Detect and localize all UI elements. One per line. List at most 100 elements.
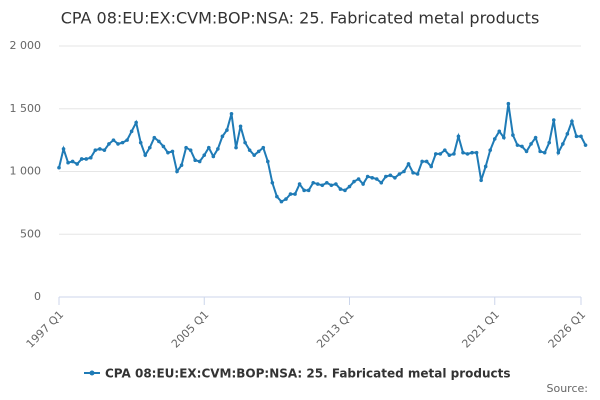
point xyxy=(279,199,284,204)
point xyxy=(438,152,443,156)
point xyxy=(297,182,302,186)
point xyxy=(325,180,329,185)
point xyxy=(388,173,393,178)
point xyxy=(533,135,538,140)
point xyxy=(370,175,375,180)
point xyxy=(229,111,234,116)
point xyxy=(293,192,297,196)
point xyxy=(420,159,424,164)
point xyxy=(561,142,565,146)
point xyxy=(252,153,256,157)
point xyxy=(216,147,220,151)
chart-title: CPA 08:EU:EX:CVM:BOP:NSA: 25. Fabricated… xyxy=(61,9,540,28)
point xyxy=(347,184,352,189)
point xyxy=(474,150,479,155)
point xyxy=(225,128,229,132)
point xyxy=(238,124,243,129)
point xyxy=(551,118,556,122)
point xyxy=(329,183,334,188)
y-tick-label: 500 xyxy=(20,227,41,240)
point xyxy=(75,162,79,166)
point xyxy=(266,159,270,164)
point xyxy=(152,135,157,140)
point xyxy=(524,149,529,154)
legend-label: CPA 08:EU:EX:CVM:BOP:NSA: 25. Fabricated… xyxy=(105,367,511,381)
point xyxy=(84,157,89,161)
point xyxy=(515,143,520,147)
point xyxy=(424,159,429,164)
point xyxy=(315,182,320,186)
point xyxy=(220,134,225,139)
point xyxy=(456,134,461,139)
point xyxy=(79,157,84,161)
point xyxy=(565,132,570,136)
point xyxy=(397,172,402,176)
y-tick-label: 1 000 xyxy=(10,165,42,178)
point xyxy=(206,145,211,150)
point xyxy=(479,178,483,183)
point xyxy=(338,187,343,191)
point xyxy=(138,140,143,145)
point xyxy=(547,140,552,145)
point xyxy=(343,188,347,193)
point xyxy=(102,148,107,152)
point xyxy=(465,152,470,156)
source: Source: xyxy=(547,382,589,395)
point xyxy=(184,145,188,150)
y-tick-label: 1 500 xyxy=(10,102,42,115)
point xyxy=(320,183,325,188)
point xyxy=(270,180,275,185)
point xyxy=(511,133,515,137)
point xyxy=(129,129,134,134)
point xyxy=(66,160,70,165)
point xyxy=(256,149,261,154)
point xyxy=(574,134,579,139)
point xyxy=(334,182,338,186)
point xyxy=(502,135,506,140)
point xyxy=(98,147,102,151)
point xyxy=(447,153,452,157)
point xyxy=(116,142,120,146)
point xyxy=(452,152,456,156)
point xyxy=(275,194,279,199)
x-tick-label: 1997 Q1 xyxy=(24,308,67,351)
point xyxy=(497,129,502,134)
point xyxy=(352,179,356,184)
point xyxy=(520,144,524,149)
point xyxy=(384,174,388,179)
point xyxy=(556,150,561,155)
point xyxy=(125,138,129,142)
point xyxy=(393,175,397,180)
point xyxy=(429,164,434,169)
point xyxy=(379,180,384,185)
point xyxy=(415,172,420,176)
point xyxy=(57,165,61,170)
point xyxy=(157,139,161,144)
point xyxy=(70,159,75,164)
point xyxy=(433,152,438,156)
point xyxy=(406,162,411,166)
point xyxy=(570,119,574,124)
point xyxy=(470,150,474,155)
x-tick-label: 2021 Q1 xyxy=(459,308,502,351)
x-tick-label: 2005 Q1 xyxy=(169,308,212,351)
point xyxy=(107,142,111,146)
point xyxy=(170,149,175,154)
point xyxy=(311,180,315,185)
point xyxy=(288,192,293,196)
point xyxy=(529,142,533,146)
point xyxy=(583,143,588,147)
point xyxy=(284,197,288,201)
point xyxy=(374,177,379,181)
point xyxy=(166,150,170,155)
point xyxy=(579,134,583,139)
point xyxy=(211,154,216,159)
point xyxy=(134,120,138,125)
point xyxy=(483,164,488,169)
point xyxy=(243,140,247,145)
point xyxy=(261,145,266,150)
point xyxy=(538,149,542,154)
point xyxy=(61,147,66,151)
point xyxy=(111,138,116,142)
